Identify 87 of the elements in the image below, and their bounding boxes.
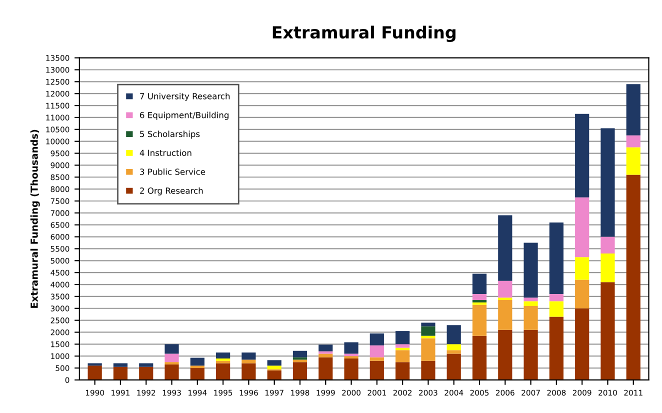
bar [472, 304, 487, 336]
bar [190, 368, 204, 380]
bar [524, 242, 538, 298]
legend-label: 2 Org Research [140, 187, 203, 196]
bar [113, 363, 128, 367]
legend-label: 3 Public Service [140, 168, 206, 175]
bar [216, 352, 230, 358]
bar [292, 360, 308, 362]
bar [370, 345, 384, 358]
bar [549, 222, 564, 294]
legend-label: 6 Equipment/Building [140, 112, 228, 120]
bar [575, 197, 590, 258]
bar [524, 306, 538, 330]
bar [216, 360, 230, 364]
bar [242, 360, 256, 364]
bar [139, 363, 154, 367]
bar [472, 302, 487, 305]
bar [267, 360, 282, 366]
bar [498, 215, 512, 281]
bar [524, 301, 538, 306]
bar [472, 294, 487, 300]
bar [575, 280, 590, 308]
bar [575, 308, 590, 380]
bar [164, 364, 179, 380]
bar [421, 338, 436, 361]
legend-label: 5 Scholarships [140, 130, 200, 139]
bar [318, 354, 333, 358]
bar [421, 326, 436, 336]
bar [396, 350, 410, 362]
bar [600, 282, 615, 380]
bar [242, 352, 256, 360]
bar [446, 350, 461, 354]
bar [344, 358, 358, 380]
bar [318, 344, 333, 352]
bar [472, 336, 487, 380]
legend-label: 4 Instruction [140, 150, 192, 156]
bar [396, 362, 410, 380]
bar [549, 294, 564, 302]
bar [292, 362, 308, 380]
bar [498, 280, 512, 298]
bar [216, 363, 230, 380]
bar [190, 366, 204, 368]
bar [498, 330, 512, 380]
bar [600, 236, 615, 254]
bar [242, 363, 256, 380]
bar [421, 322, 436, 326]
bar [524, 298, 538, 302]
bar [164, 354, 179, 362]
bar [396, 348, 410, 350]
bar [549, 316, 564, 380]
bar [524, 330, 538, 380]
bar [626, 174, 640, 380]
bar [600, 128, 615, 237]
y-axis-title: Extramural Funding (Thousands) [30, 130, 40, 308]
bar [446, 354, 461, 380]
bar [446, 344, 461, 350]
bar [267, 366, 282, 370]
bar [626, 135, 640, 148]
bar [370, 357, 384, 361]
bar [216, 358, 230, 361]
bar [267, 370, 282, 380]
legend-label: 7 University Research [140, 92, 230, 101]
bar [446, 325, 461, 344]
bar [472, 274, 487, 294]
bar [498, 298, 512, 300]
bar [139, 366, 154, 380]
bar [421, 360, 436, 380]
bar [370, 333, 384, 346]
bar [318, 357, 333, 380]
bar [626, 84, 640, 136]
bar [600, 253, 615, 282]
bar [292, 350, 308, 358]
bar [164, 344, 179, 354]
bar [575, 114, 590, 198]
bar [498, 300, 512, 330]
bar [370, 360, 384, 380]
bar [344, 342, 358, 354]
chart-title: Extramural Funding [272, 26, 456, 42]
bar [113, 366, 128, 380]
bar [344, 354, 358, 356]
bar [396, 331, 410, 344]
bar [88, 366, 102, 380]
bar [190, 358, 204, 366]
bar [575, 257, 590, 280]
bar [549, 301, 564, 317]
bar [396, 344, 410, 348]
bar [626, 147, 640, 175]
